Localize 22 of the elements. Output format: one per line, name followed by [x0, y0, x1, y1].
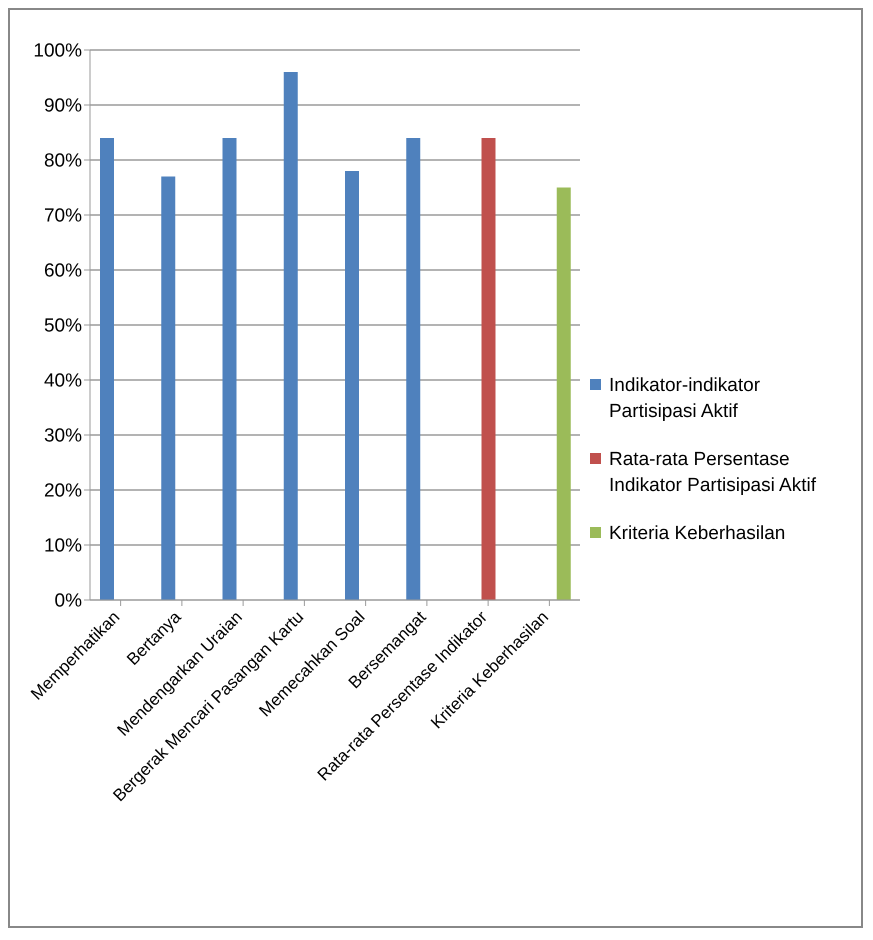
y-tick-label: 40%	[44, 370, 82, 392]
y-tick-label: 80%	[44, 150, 82, 172]
bar	[556, 188, 571, 600]
y-tick-label: 50%	[44, 316, 82, 337]
bar	[406, 138, 420, 600]
bar	[284, 72, 298, 600]
bar	[482, 138, 496, 600]
y-tick-label: 0%	[54, 590, 82, 612]
bar	[222, 138, 236, 600]
legend-label: Rata-rata Persentase Indikator Partisipasi Aktif	[609, 448, 817, 498]
y-tick-label: 90%	[44, 96, 82, 117]
legend-label: Kriteria Keberhasilan	[609, 522, 786, 546]
y-tick-label: 30%	[44, 426, 82, 447]
y-tick-label: 70%	[44, 206, 82, 227]
legend-label: Indikator-indikator Partisipasi Aktif	[609, 374, 762, 424]
y-tick-label: 100%	[33, 40, 82, 62]
y-tick-label: 60%	[44, 260, 82, 282]
bar	[100, 138, 114, 600]
y-tick-label: 20%	[44, 480, 82, 502]
bar	[161, 176, 176, 600]
bar	[345, 171, 359, 600]
y-tick-label: 10%	[44, 536, 82, 557]
